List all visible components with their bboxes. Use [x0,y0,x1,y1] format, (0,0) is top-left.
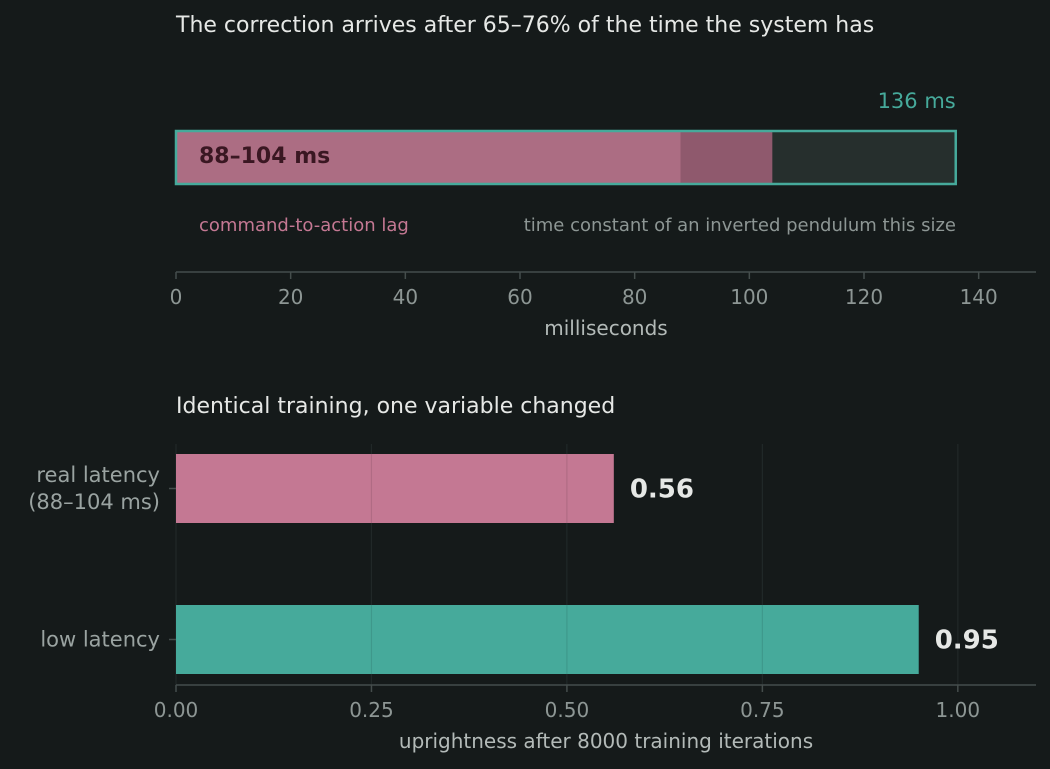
panel2-x-label: uprightness after 8000 training iteratio… [399,729,813,753]
x-tick-label: 0.50 [545,698,590,722]
panel1-x-label: milliseconds [544,316,667,340]
category-label: (88–104 ms) [28,490,160,514]
x-tick-label: 60 [507,285,532,309]
x-tick-label: 140 [960,285,998,309]
x-tick-label: 80 [622,285,647,309]
category-label: low latency [40,628,160,652]
time-constant-outline [174,129,957,186]
x-tick-label: 1.00 [936,698,981,722]
lag-bar [176,131,773,184]
panel-uprightness: Identical training, one variable changed… [28,394,1036,753]
panel2-title: Identical training, one variable changed [176,394,615,419]
bar [176,454,614,523]
x-tick-label: 0 [170,285,183,309]
bar [176,605,919,674]
panel1-title: The correction arrives after 65–76% of t… [175,13,874,38]
x-tick-label: 0.00 [154,698,199,722]
x-tick-label: 0.25 [349,698,394,722]
panel2-bars: 0.56 real latency (88–104 ms) 0.95 low laten… [28,454,999,674]
legend-lag: command-to-action lag [199,215,409,236]
bar-value-label: 0.95 [935,626,999,656]
time-constant-value-label: 136 ms [878,89,956,113]
x-tick-label: 100 [730,285,768,309]
bar-value-label: 0.56 [630,475,694,505]
lag-range-band [680,131,773,184]
x-tick-label: 40 [393,285,418,309]
panel2-x-ticks: 0.00 0.25 0.50 0.75 1.00 [154,685,980,722]
category-label: real latency [36,463,160,487]
x-tick-label: 0.75 [740,698,785,722]
x-tick-label: 120 [845,285,883,309]
panel1-x-ticks: 0 20 40 60 80 100 120 140 [170,272,998,309]
panel-latency: The correction arrives after 65–76% of t… [170,13,1036,340]
lag-value-label: 88–104 ms [199,144,330,169]
legend-time-constant: time constant of an inverted pendulum th… [524,215,956,236]
x-tick-label: 20 [278,285,303,309]
